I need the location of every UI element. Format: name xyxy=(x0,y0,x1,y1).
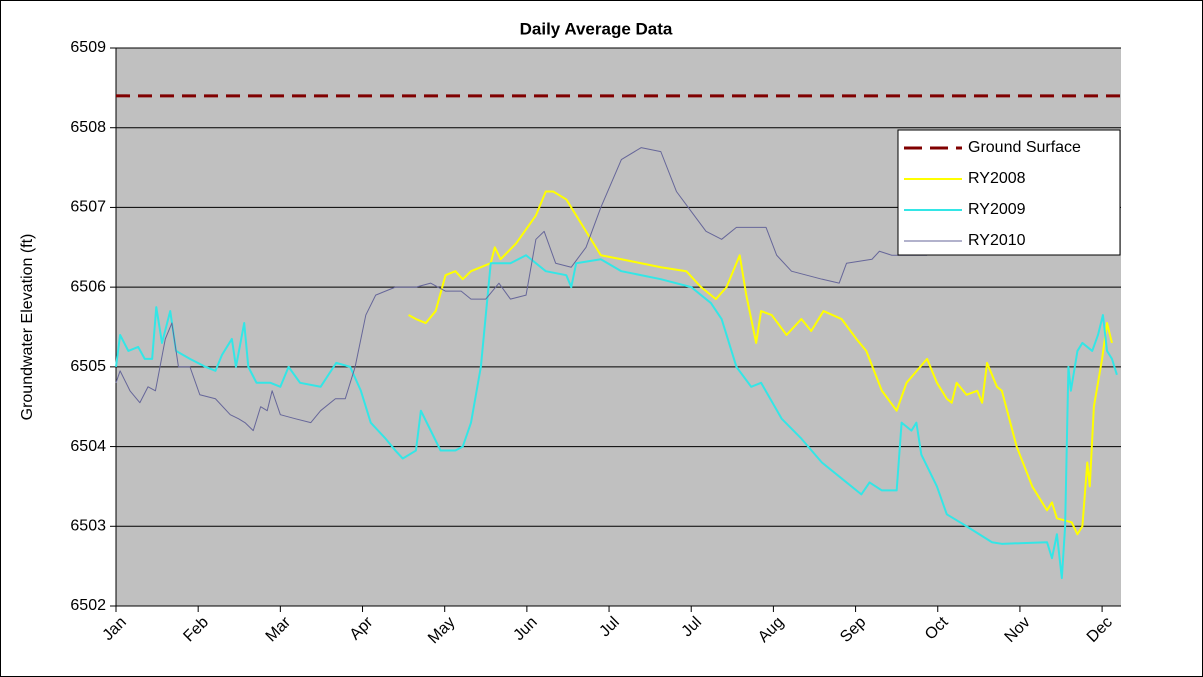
y-tick-label: 6509 xyxy=(70,39,106,56)
y-tick-label: 6505 xyxy=(70,358,106,375)
legend-label: RY2010 xyxy=(968,232,1026,249)
series-line xyxy=(115,254,1118,580)
legend-label: Ground Surface xyxy=(968,139,1081,156)
y-axis-title: Groundwater Elevation (ft) xyxy=(19,234,36,421)
y-tick-label: 6508 xyxy=(70,119,106,136)
series-line xyxy=(115,147,928,432)
y-tick-label: 6507 xyxy=(70,199,106,216)
y-tick-label: 6504 xyxy=(70,438,106,455)
y-tick-label: 6502 xyxy=(70,597,106,614)
legend-label: RY2009 xyxy=(968,201,1026,218)
series-line xyxy=(408,190,1113,536)
y-tick-label: 6506 xyxy=(70,278,106,295)
legend-box xyxy=(897,129,1121,256)
legend-label: RY2008 xyxy=(968,170,1026,187)
chart-title: Daily Average Data xyxy=(520,19,673,38)
y-tick-label: 6503 xyxy=(70,518,106,535)
